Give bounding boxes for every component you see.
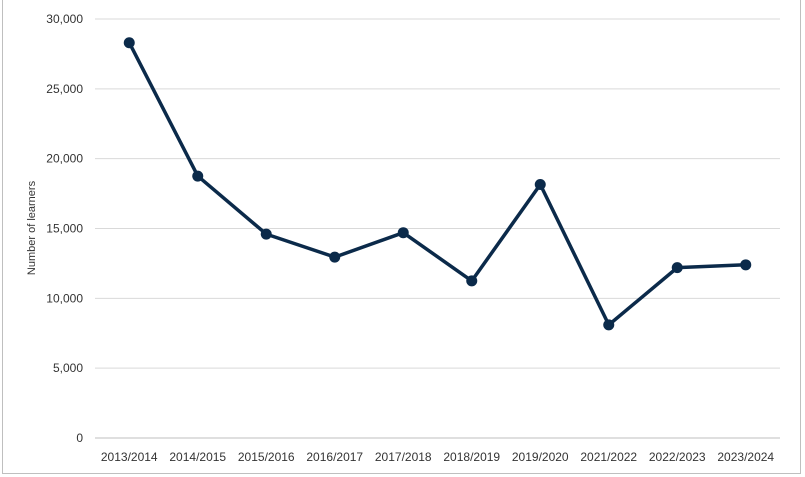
y-tick-labels: 0 5,000 10,000 15,000 20,000 25,000 30,000 xyxy=(46,12,83,445)
x-tick-labels: 2013/2014 2014/2015 2015/2016 2016/2017 2017… xyxy=(101,450,775,464)
gridlines xyxy=(95,18,780,439)
y-tick-label: 0 xyxy=(76,431,83,445)
data-point xyxy=(260,228,272,240)
y-tick-label: 20,000 xyxy=(46,152,83,166)
data-point xyxy=(466,275,478,287)
x-tick-label: 2015/2016 xyxy=(238,450,295,464)
y-tick-label: 25,000 xyxy=(46,82,83,96)
x-tick-label: 2018/2019 xyxy=(443,450,500,464)
data-point xyxy=(192,170,204,182)
y-tick-label: 10,000 xyxy=(46,291,83,305)
data-point xyxy=(397,227,409,239)
data-point xyxy=(123,37,135,49)
y-axis-label: Number of learners xyxy=(26,180,38,275)
y-tick-label: 15,000 xyxy=(46,222,83,236)
series-line xyxy=(127,40,748,327)
x-tick-label: 2023/2024 xyxy=(717,450,774,464)
data-point xyxy=(534,179,546,191)
x-tick-label: 2013/2014 xyxy=(101,450,158,464)
x-tick-label: 2017/2018 xyxy=(375,450,432,464)
data-point xyxy=(329,251,341,263)
y-tick-label: 30,000 xyxy=(46,12,83,26)
y-tick-label: 5,000 xyxy=(53,361,83,375)
x-tick-label: 2021/2022 xyxy=(580,450,637,464)
data-point xyxy=(603,319,615,331)
data-point xyxy=(740,259,752,271)
series-learners xyxy=(123,37,752,331)
x-tick-label: 2016/2017 xyxy=(306,450,363,464)
x-tick-label: 2019/2020 xyxy=(512,450,569,464)
x-tick-label: 2014/2015 xyxy=(169,450,226,464)
data-point xyxy=(671,262,683,274)
x-tick-label: 2022/2023 xyxy=(649,450,706,464)
